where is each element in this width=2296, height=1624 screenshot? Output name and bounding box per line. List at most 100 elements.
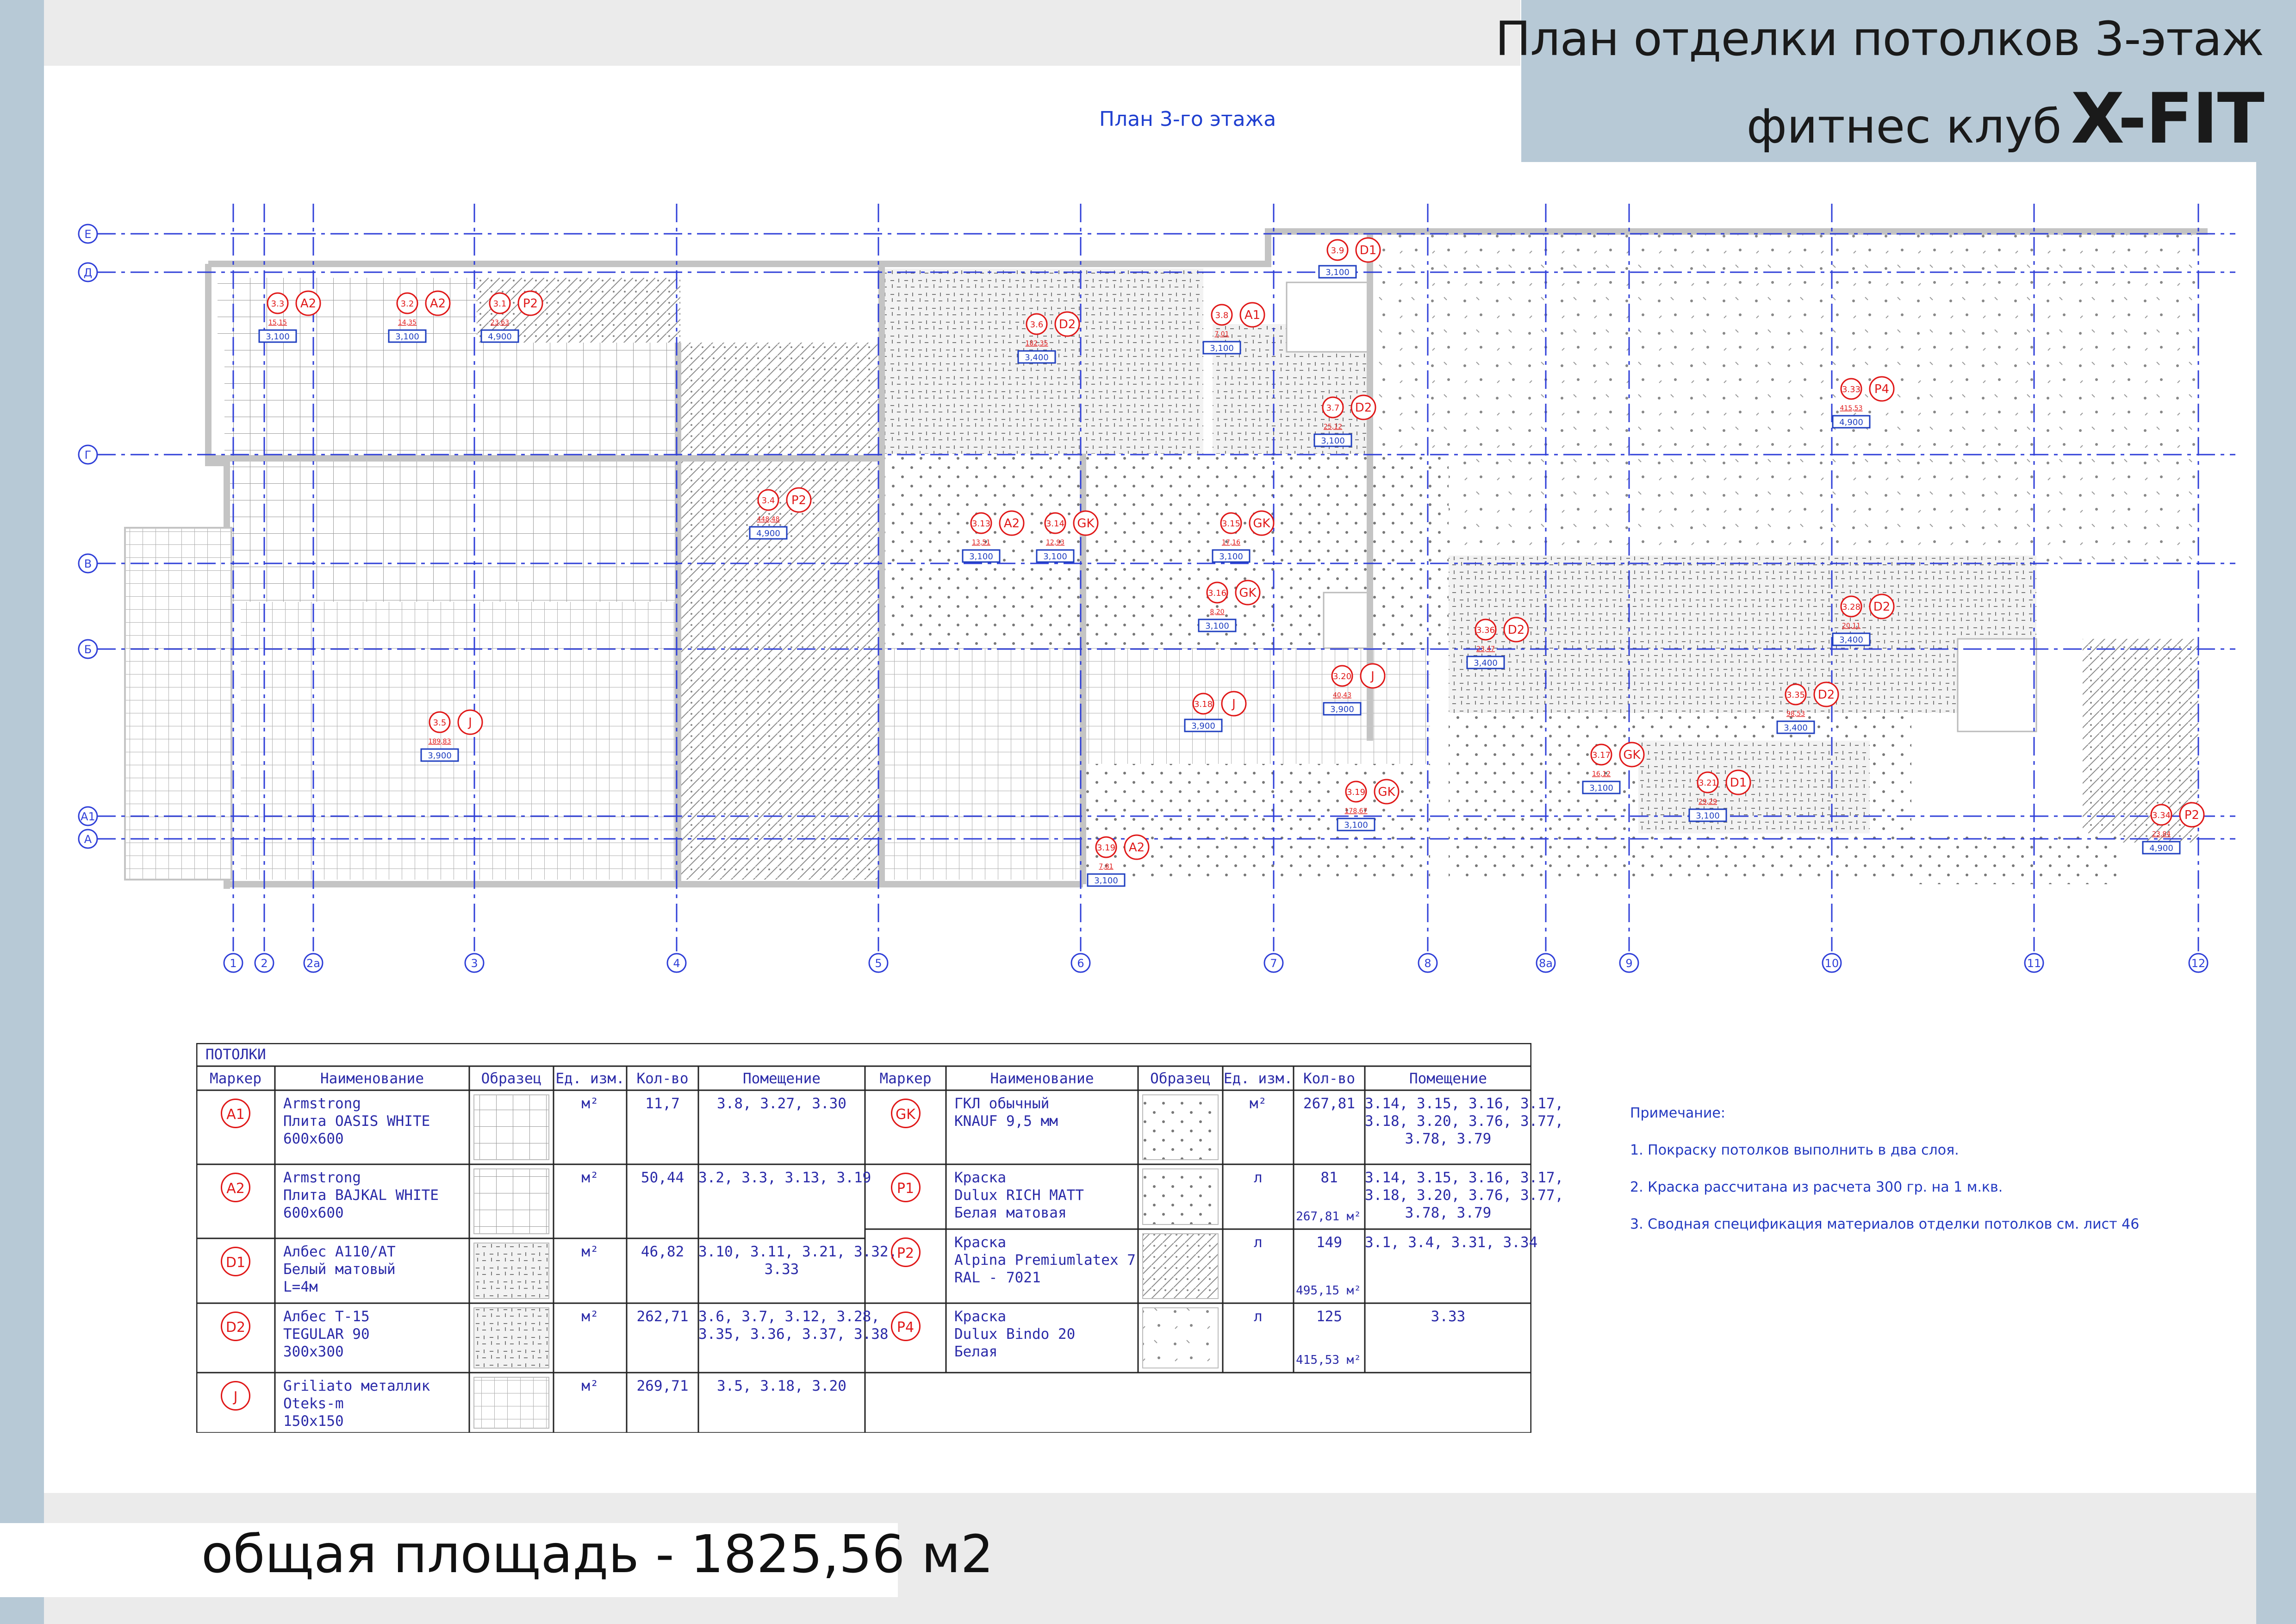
room-number-circle xyxy=(1840,378,1862,400)
room-area: 14,35 xyxy=(398,319,417,326)
axis-label-column: 10 xyxy=(1825,957,1839,970)
material-sample xyxy=(473,1307,549,1368)
finish-marker: P2 xyxy=(2184,808,2199,822)
room-number: 3.6 xyxy=(1030,320,1044,330)
room-area: 23,84 xyxy=(2152,831,2171,838)
finish-marker: D2 xyxy=(1059,318,1076,331)
room-tag: 3.13 13,51 A2 3,100 xyxy=(962,510,1025,563)
material-sample xyxy=(1142,1094,1219,1160)
room-tag: 3.19 7,81 A2 3,100 xyxy=(1087,834,1150,887)
room-number: 3.35 xyxy=(1786,690,1805,700)
finish-marker: D2 xyxy=(1355,401,1372,415)
room-list: 3.5, 3.18, 3.20 xyxy=(717,1378,846,1394)
ceiling-height: 3,100 xyxy=(1043,552,1067,562)
total-area-box xyxy=(0,1523,898,1597)
axis-bubble-column xyxy=(1418,953,1438,973)
axis-label-row: Г xyxy=(85,449,92,462)
ceiling-height-box xyxy=(1036,549,1075,563)
finish-marker: D2 xyxy=(1508,623,1525,637)
finish-marker-circle xyxy=(1813,681,1839,707)
unit: м² xyxy=(581,1095,599,1112)
axis-bubble-column xyxy=(1070,953,1091,973)
room-number-circle xyxy=(1326,239,1349,261)
finish-marker-circle xyxy=(457,709,483,735)
ceiling-height-box xyxy=(749,526,788,540)
finish-marker-circle xyxy=(1073,510,1099,536)
ceiling-height-box xyxy=(1323,702,1362,716)
room-area: 8,20 xyxy=(1210,608,1224,616)
spec-marker: GK xyxy=(890,1099,921,1128)
room-number-circle xyxy=(1206,581,1228,604)
material-name: Краска Dulux RICH MATT Белая матовая xyxy=(954,1169,1084,1221)
finish-marker: D1 xyxy=(1730,776,1747,790)
material-name: ГКЛ обычный KNAUF 9,5 мм xyxy=(954,1095,1058,1130)
room-number: 3.13 xyxy=(972,519,990,529)
room-number: 3.20 xyxy=(1333,672,1351,681)
finish-marker: P2 xyxy=(791,493,806,507)
finish-marker: GK xyxy=(1239,586,1257,600)
zone-d1-room-3-21 xyxy=(1638,741,1870,833)
axis-bubble-column xyxy=(464,953,485,973)
ceiling-zones xyxy=(218,231,2203,884)
ceiling-height: 4,900 xyxy=(1839,418,1863,427)
material-name: Краска Alpina Premiumlatex 7 RAL - 7021 xyxy=(954,1234,1136,1286)
unit: л xyxy=(1254,1169,1263,1186)
quantity: 149 xyxy=(1316,1234,1342,1251)
ceiling-height: 3,100 xyxy=(1094,876,1118,886)
ceiling-height-box xyxy=(962,549,1001,563)
spec-marker: A2 xyxy=(221,1173,250,1202)
spec-marker: D2 xyxy=(221,1312,250,1341)
finish-marker: A1 xyxy=(1244,308,1260,322)
room-number: 3.14 xyxy=(1046,519,1064,529)
room-number-circle xyxy=(757,489,779,511)
room-number: 3.4 xyxy=(762,496,775,506)
room-tag: 3.3 15,15 A2 3,100 xyxy=(258,290,321,343)
room-area: 12,93 xyxy=(1046,539,1064,546)
finish-marker-circle xyxy=(2179,802,2205,828)
club-name: фитнес клуб X-FIT xyxy=(1746,79,2265,159)
ceiling-height: 3,100 xyxy=(1696,811,1720,821)
room-area: 23,63 xyxy=(491,319,509,326)
material-sample xyxy=(473,1377,549,1429)
room-area: 448,48 xyxy=(757,516,780,523)
room-tag: 3.1 23,63 P2 4,900 xyxy=(480,290,543,343)
walls xyxy=(205,228,2208,889)
zone-grid-west xyxy=(224,343,678,602)
header-name: Наименование xyxy=(320,1070,424,1087)
room-number-circle xyxy=(1697,771,1719,793)
room-area: 17,16 xyxy=(1222,539,1240,546)
quantity-area: 415,53 м² xyxy=(1296,1353,1361,1367)
finish-marker-circle xyxy=(1124,834,1150,860)
room-tag: 3.16 8,20 GK 3,100 xyxy=(1198,580,1261,632)
room-number: 3.36 xyxy=(1476,625,1495,635)
axis-label-row: Д xyxy=(84,266,93,279)
axis-label-row: А xyxy=(84,833,92,846)
finish-marker-circle xyxy=(1221,691,1247,717)
room-tags: 3.3 15,15 A2 3,100 3.2 14,35 A2 3,100 3.1 23,63 P2… xyxy=(258,237,2205,887)
quantity-area: 495,15 м² xyxy=(1296,1284,1361,1298)
room-number: 3.17 xyxy=(1592,750,1611,760)
quantity: 262,71 xyxy=(636,1308,689,1325)
ceiling-height-box xyxy=(1776,720,1815,734)
ceiling-height-box xyxy=(1832,415,1871,429)
header-marker: Маркер xyxy=(879,1070,932,1087)
ceiling-height: 3,100 xyxy=(1321,436,1345,446)
room-tag: 3.17 16,12 GK 3,100 xyxy=(1582,742,1645,794)
unit: м² xyxy=(581,1308,599,1325)
zone-p2-room-3-34 xyxy=(2083,639,2198,843)
club-prefix: фитнес клуб xyxy=(1746,99,2062,154)
room-list: 3.2, 3.3, 3.13, 3.19 xyxy=(698,1169,871,1186)
room-number: 3.19 xyxy=(1347,787,1365,797)
ceiling-height: 3,900 xyxy=(428,751,452,761)
ceiling-height-box xyxy=(258,329,297,343)
room-number-circle xyxy=(1322,396,1344,418)
finish-marker-circle xyxy=(425,290,451,316)
ceiling-height: 3,900 xyxy=(1191,721,1215,731)
axis-label-column: 12 xyxy=(2191,957,2206,970)
finish-marker-circle xyxy=(1239,302,1265,328)
unit: м² xyxy=(581,1378,599,1394)
room-area: 25,12 xyxy=(1324,423,1342,431)
finish-marker-circle xyxy=(1360,663,1386,689)
room-number: 3.34 xyxy=(2152,811,2171,820)
finish-marker: A2 xyxy=(430,297,446,311)
